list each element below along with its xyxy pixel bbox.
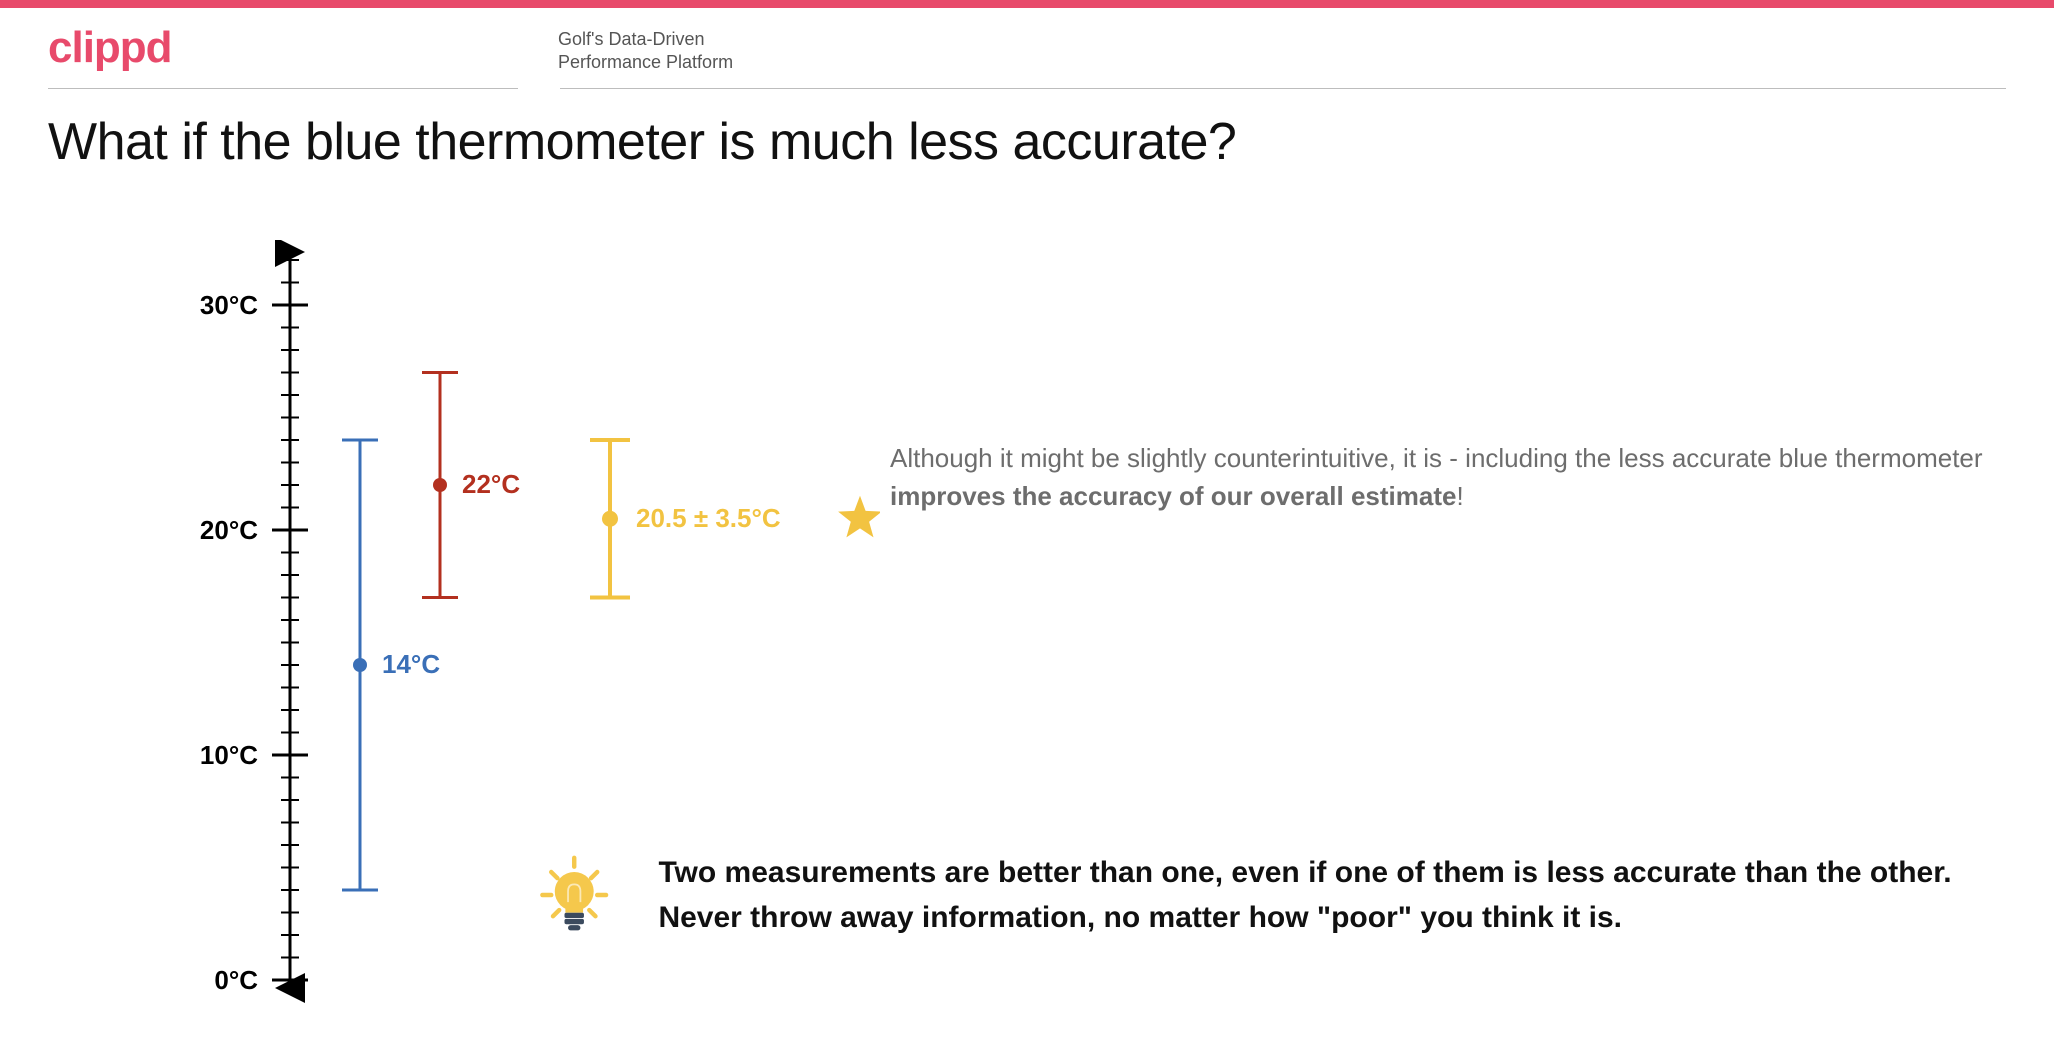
brand-logo: clippd [48,22,518,84]
top-accent-bar [0,0,2054,8]
svg-text:10°C: 10°C [200,740,258,770]
header-rule-left [48,88,518,89]
header: clippd Golf's Data-Driven Performance Pl… [48,22,2006,85]
explanation-text: Although it might be slightly counterint… [890,440,1984,515]
takeaway-row: Two measurements are better than one, ev… [530,820,1994,970]
lightbulb-icon [530,820,618,970]
svg-text:30°C: 30°C [200,290,258,320]
tagline: Golf's Data-Driven Performance Platform [558,22,2006,85]
slide-title: What if the blue thermometer is much les… [48,112,1236,172]
svg-text:0°C: 0°C [214,965,258,995]
takeaway-text: Two measurements are better than one, ev… [658,850,1994,940]
svg-text:14°C: 14°C [382,649,440,679]
svg-text:20.5 ± 3.5°C: 20.5 ± 3.5°C [636,503,781,533]
tagline-line-2: Performance Platform [558,52,733,72]
svg-text:22°C: 22°C [462,469,520,499]
tagline-line-1: Golf's Data-Driven [558,29,704,49]
svg-text:20°C: 20°C [200,515,258,545]
header-rule-right [560,88,2006,89]
